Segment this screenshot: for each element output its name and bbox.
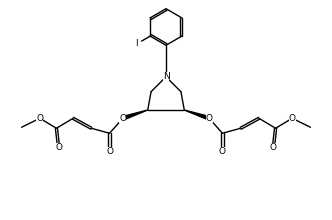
Polygon shape	[184, 110, 210, 120]
Text: O: O	[36, 114, 43, 123]
Polygon shape	[122, 110, 148, 120]
Text: O: O	[206, 114, 213, 123]
Text: O: O	[106, 147, 114, 156]
Text: O: O	[289, 114, 296, 123]
Text: O: O	[270, 143, 277, 152]
Text: I: I	[135, 39, 138, 48]
Text: O: O	[55, 143, 62, 152]
Text: N: N	[163, 72, 169, 81]
Text: O: O	[119, 114, 126, 123]
Text: O: O	[218, 147, 226, 156]
